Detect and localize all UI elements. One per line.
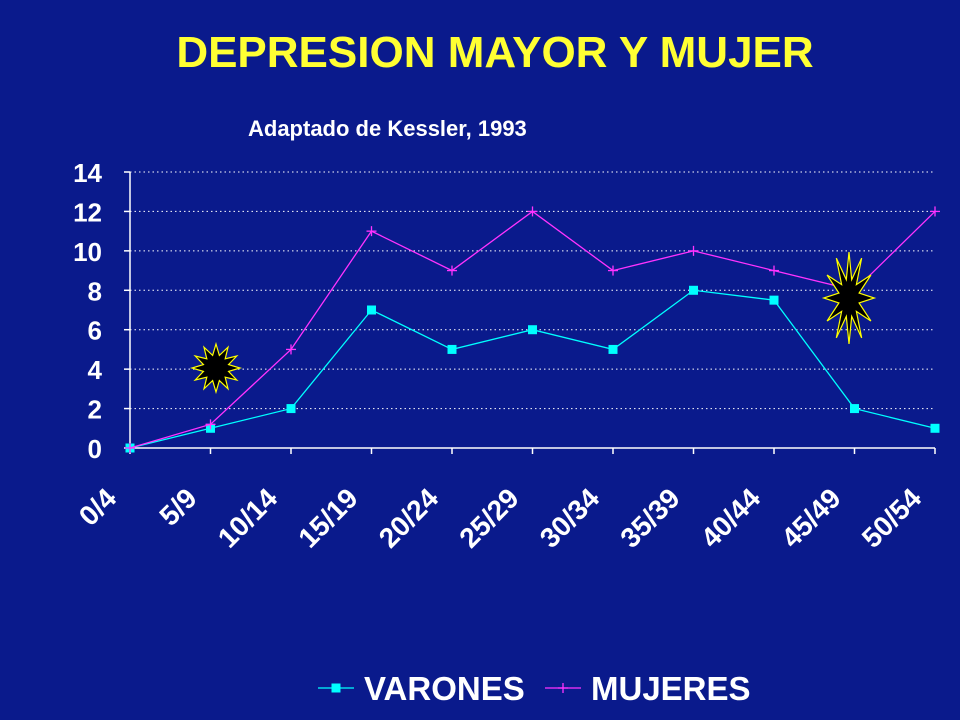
x-tick-label: 50/54 <box>856 482 928 554</box>
data-point <box>527 206 538 217</box>
data-point <box>286 344 296 355</box>
data-point <box>769 265 779 276</box>
y-tick-label: 2 <box>88 395 102 425</box>
data-point <box>930 206 940 217</box>
data-point <box>286 404 296 414</box>
slide-subtitle: Adaptado de Kessler, 1993 <box>248 116 527 141</box>
y-tick-label: 12 <box>73 197 102 227</box>
x-tick-label: 40/44 <box>695 482 767 554</box>
legend-label: MUJERES <box>591 670 751 707</box>
x-tick-label: 20/24 <box>373 482 445 554</box>
x-tick-label: 30/34 <box>534 482 606 554</box>
starburst-large <box>821 251 877 345</box>
data-point <box>528 325 537 335</box>
x-tick-label: 5/9 <box>153 482 202 531</box>
data-point <box>689 285 698 295</box>
legend-marker <box>331 683 341 693</box>
data-point <box>769 295 779 305</box>
y-tick-label: 10 <box>73 237 102 267</box>
y-axis-tick-labels: 0 2 4 6 8 10 12 14 <box>73 158 102 464</box>
data-point <box>447 344 457 354</box>
data-point <box>688 245 699 256</box>
x-tick-label: 10/14 <box>212 482 284 554</box>
x-tick-label: 45/49 <box>775 482 846 553</box>
x-tick-label: 35/39 <box>614 482 685 553</box>
slide-title: DEPRESION MAYOR Y MUJER <box>176 28 814 77</box>
legend-label: VARONES <box>364 670 525 707</box>
data-point <box>366 226 377 237</box>
chart-gridlines <box>130 171 935 410</box>
y-tick-label: 8 <box>88 276 102 306</box>
chart-legend: VARONES MUJERES <box>318 670 751 707</box>
y-tick-label: 14 <box>73 158 102 188</box>
x-tick-label: 0/4 <box>73 482 123 532</box>
data-point <box>367 305 376 315</box>
y-tick-label: 4 <box>88 355 103 385</box>
starburst-small <box>189 341 243 395</box>
chart-annotations <box>189 251 877 395</box>
data-point <box>930 423 940 433</box>
x-tick-label: 25/29 <box>453 482 524 553</box>
y-tick-label: 6 <box>88 316 102 346</box>
data-point <box>850 404 859 414</box>
data-point <box>608 344 618 354</box>
data-point <box>608 265 618 276</box>
y-tick-label: 0 <box>88 434 102 464</box>
data-point <box>205 419 216 430</box>
x-tick-label: 15/19 <box>292 482 363 553</box>
x-axis-tick-labels: 0/4 5/9 10/14 15/19 20/24 25/29 30/34 35/39 40/4… <box>73 482 928 554</box>
chart-series <box>125 206 940 453</box>
data-point <box>447 265 457 276</box>
data-point <box>125 443 135 453</box>
